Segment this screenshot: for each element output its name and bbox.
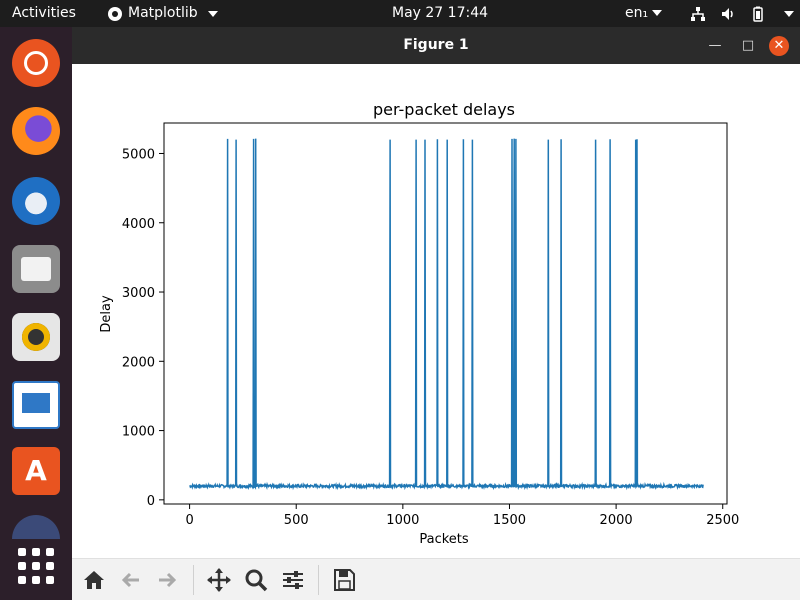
- y-axis-label: Delay: [99, 295, 114, 333]
- minimize-button[interactable]: —: [708, 38, 722, 53]
- y-tick-label: 3000: [122, 286, 155, 301]
- firefox-icon[interactable]: [12, 107, 60, 155]
- home-icon: [84, 571, 104, 589]
- activities-button[interactable]: Activities: [12, 5, 76, 21]
- x-tick-label: 2000: [600, 513, 633, 528]
- x-tick-label: 1500: [493, 513, 526, 528]
- app-icon[interactable]: [12, 515, 60, 539]
- language-indicator[interactable]: en₁: [625, 0, 663, 27]
- toolbar-separator: [318, 565, 319, 595]
- chevron-down-icon: [207, 10, 218, 17]
- y-axis: 0 1000 2000 3000 4000 5000: [122, 147, 164, 509]
- y-tick-label: 5000: [122, 147, 155, 162]
- x-tick-label: 1000: [386, 513, 419, 528]
- chevron-down-icon: [784, 10, 794, 17]
- network-icon: [691, 6, 705, 21]
- y-tick-label: 0: [147, 494, 155, 509]
- plot: per-packet delays 0 500 1000 1500 2000 2500 0…: [99, 100, 739, 547]
- series-line: [189, 138, 704, 491]
- thunderbird-icon[interactable]: [12, 177, 60, 225]
- matplotlib-toolbar: [72, 558, 800, 600]
- save-icon: [334, 569, 355, 591]
- battery-icon: [753, 6, 763, 22]
- x-tick-label: 2500: [706, 513, 739, 528]
- arrow-left-icon: [121, 572, 139, 588]
- move-icon: [207, 568, 231, 592]
- dock: A: [0, 27, 72, 600]
- toolbar-separator: [193, 565, 194, 595]
- pan-button[interactable]: [205, 566, 233, 594]
- app-menu[interactable]: Matplotlib: [108, 0, 218, 27]
- app-gear-icon: [108, 6, 122, 21]
- x-axis-label: Packets: [419, 532, 469, 547]
- volume-icon: [722, 7, 733, 20]
- x-tick-label: 0: [185, 513, 193, 528]
- zoom-button[interactable]: [242, 566, 270, 594]
- maximize-button[interactable]: □: [741, 38, 755, 53]
- figure-canvas[interactable]: per-packet delays 0 500 1000 1500 2000 2500 0…: [72, 64, 800, 558]
- y-tick-label: 2000: [122, 355, 155, 370]
- window-title: Figure 1: [403, 37, 469, 53]
- top-bar: Activities Matplotlib May 27 17:44 en₁: [0, 0, 800, 27]
- show-applications-icon[interactable]: [12, 542, 60, 590]
- chart-title: per-packet delays: [373, 100, 515, 119]
- ubuntu-software-icon[interactable]: A: [12, 447, 60, 495]
- system-tray[interactable]: [690, 0, 794, 27]
- x-tick-label: 500: [284, 513, 309, 528]
- window-titlebar[interactable]: Figure 1 — □ ✕: [72, 27, 800, 64]
- ubuntu-icon[interactable]: [12, 39, 60, 87]
- arrow-right-icon: [159, 572, 177, 588]
- sliders-icon: [283, 571, 303, 589]
- rhythmbox-icon[interactable]: [12, 313, 60, 361]
- plot-frame: [163, 122, 728, 505]
- app-menu-label: Matplotlib: [128, 5, 198, 21]
- back-button[interactable]: [117, 566, 145, 594]
- x-axis: 0 500 1000 1500 2000 2500: [185, 504, 739, 528]
- language-label: en₁: [625, 5, 649, 21]
- magnifier-icon: [245, 569, 268, 592]
- y-tick-label: 4000: [122, 217, 155, 232]
- close-button[interactable]: ✕: [769, 36, 789, 56]
- clock[interactable]: May 27 17:44: [392, 5, 489, 21]
- y-tick-label: 1000: [122, 425, 155, 440]
- files-icon[interactable]: [12, 245, 60, 293]
- configure-subplots-button[interactable]: [279, 566, 307, 594]
- libreoffice-writer-icon[interactable]: [12, 381, 60, 429]
- chevron-down-icon: [652, 10, 663, 16]
- save-button[interactable]: [330, 566, 358, 594]
- forward-button[interactable]: [153, 566, 181, 594]
- home-button[interactable]: [80, 566, 108, 594]
